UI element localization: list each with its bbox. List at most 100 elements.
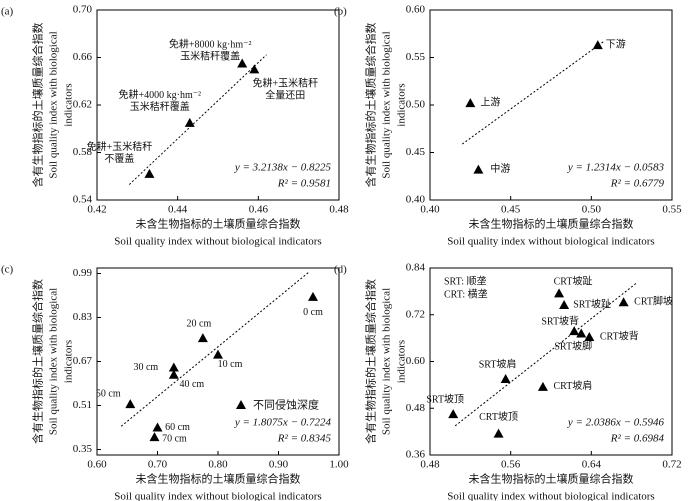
legend-label: 不同侵蚀深度 (253, 398, 319, 412)
point (184, 117, 195, 127)
point-label: CRT坡趾 (554, 275, 593, 288)
point-label: CRT坡肩 (554, 379, 593, 392)
point-label: 免耕+4000 kg·hm⁻² (119, 88, 202, 101)
fit-line (454, 282, 638, 427)
point (213, 349, 223, 359)
panel-label: (a) (1, 6, 14, 18)
x-tick-label: 0.42 (87, 204, 106, 216)
point (237, 58, 248, 68)
point-label: 免耕+玉米秸秆 (87, 140, 153, 153)
x-axis-label: Soil quality index without biological in… (447, 491, 654, 501)
x-axis-label: 未含生物指标的土壤质量综合指数 (136, 472, 301, 486)
point-label: 10 cm (218, 359, 243, 370)
y-axis-label: 含有生物指标的土壤质量综合指数 (31, 279, 45, 444)
fit-equation: y = 1.8075x − 0.7224 (234, 417, 332, 429)
x-tick-label: 0.60 (87, 459, 107, 471)
point-label: CRT坡背 (600, 329, 639, 342)
point (149, 432, 160, 442)
point (500, 374, 511, 384)
x-axis-label: Soil quality index without biological in… (114, 236, 321, 248)
point-label: 不覆盖 (104, 152, 134, 165)
y-tick-label: 0.66 (73, 51, 93, 63)
point (592, 40, 603, 50)
y-tick-label: 0.45 (406, 146, 426, 158)
point (144, 168, 155, 178)
y-axis-label: 含有生物指标的土壤质量综合指数 (364, 279, 378, 444)
y-axis-label: indicators (396, 340, 408, 383)
panel-label: (b) (334, 6, 347, 18)
y-axis-label: indicators (396, 83, 408, 126)
x-tick-label: 0.48 (329, 204, 349, 216)
point-label: SRT坡脚 (554, 340, 592, 353)
point-label: 50 cm (96, 388, 121, 399)
point (584, 331, 595, 341)
point (493, 428, 504, 438)
point-label: 0 cm (303, 307, 323, 318)
point-label: 玉米秸秆覆盖 (180, 50, 240, 63)
point-label: SRT坡背 (541, 314, 579, 327)
x-axis-label: Soil quality index without biological in… (114, 491, 321, 501)
x-tick-label: 0.45 (501, 204, 521, 216)
point-label: 40 cm (179, 379, 204, 390)
x-tick-label: 0.48 (420, 459, 440, 471)
x-tick-label: 0.50 (582, 204, 602, 216)
point-label: 20 cm (187, 318, 212, 329)
x-tick-label: 0.55 (662, 204, 682, 216)
x-tick-label: 0.70 (148, 459, 168, 471)
fit-equation: y = 3.2138x − 0.8225 (234, 162, 332, 174)
y-tick-label: 0.70 (73, 4, 93, 16)
y-tick-label: 0.51 (73, 399, 92, 411)
y-tick-label: 0.55 (406, 51, 426, 63)
fit-line (461, 40, 605, 145)
point-label: 免耕+玉米秸秆 (252, 77, 318, 90)
y-tick-label: 0.83 (73, 311, 93, 323)
y-tick-label: 0.36 (406, 449, 426, 461)
legend-marker (236, 400, 246, 409)
y-tick-label: 0.62 (73, 99, 92, 111)
x-tick-label: 0.40 (420, 204, 440, 216)
point (168, 369, 179, 379)
y-tick-label: 0.50 (406, 99, 426, 111)
point-label: 70 cm (162, 433, 187, 444)
point (465, 98, 476, 108)
x-axis-label: 未含生物指标的土壤质量综合指数 (469, 472, 634, 486)
point (152, 422, 163, 432)
point-label: 60 cm (165, 422, 190, 433)
y-tick-label: 0.58 (73, 146, 93, 158)
y-axis-label: Soil quality index with biological (48, 31, 60, 178)
point (125, 399, 136, 409)
y-tick-label: 0.40 (406, 194, 426, 206)
x-tick-label: 0.56 (501, 459, 521, 471)
x-tick-label: 0.46 (249, 204, 269, 216)
y-axis-label: Soil quality index with biological (48, 288, 60, 435)
x-axis-label: 未含生物指标的土壤质量综合指数 (469, 217, 634, 231)
y-tick-label: 0.60 (406, 355, 426, 367)
fit-r2: R² = 0.6779 (610, 178, 665, 190)
x-tick-label: 0.64 (582, 459, 602, 471)
note: CRT: 横垄 (444, 287, 488, 300)
point (576, 328, 587, 338)
fit-line (120, 271, 310, 427)
point (168, 362, 179, 372)
x-axis-label: 未含生物指标的土壤质量综合指数 (136, 217, 301, 231)
point-label: 上游 (480, 95, 500, 108)
y-axis-label: Soil quality index with biological (381, 288, 393, 435)
y-tick-label: 0.54 (73, 194, 93, 206)
point (197, 333, 208, 343)
point (307, 291, 318, 301)
point (448, 409, 459, 419)
point (554, 288, 565, 298)
note: SRT: 顺垄 (444, 274, 487, 287)
y-axis-label: Soil quality index with biological (381, 31, 393, 178)
y-axis-label: 含有生物指标的土壤质量综合指数 (31, 23, 45, 188)
y-tick-label: 0.60 (406, 4, 426, 16)
y-tick-label: 0.48 (406, 402, 426, 414)
point-label: 全量还田 (265, 89, 305, 102)
y-axis-label: indicators (63, 340, 75, 383)
y-axis-label: indicators (63, 83, 75, 126)
fit-r2: R² = 0.9581 (277, 178, 331, 190)
y-tick-label: 0.84 (406, 262, 426, 274)
point (249, 64, 260, 74)
point-label: 中游 (490, 162, 510, 175)
